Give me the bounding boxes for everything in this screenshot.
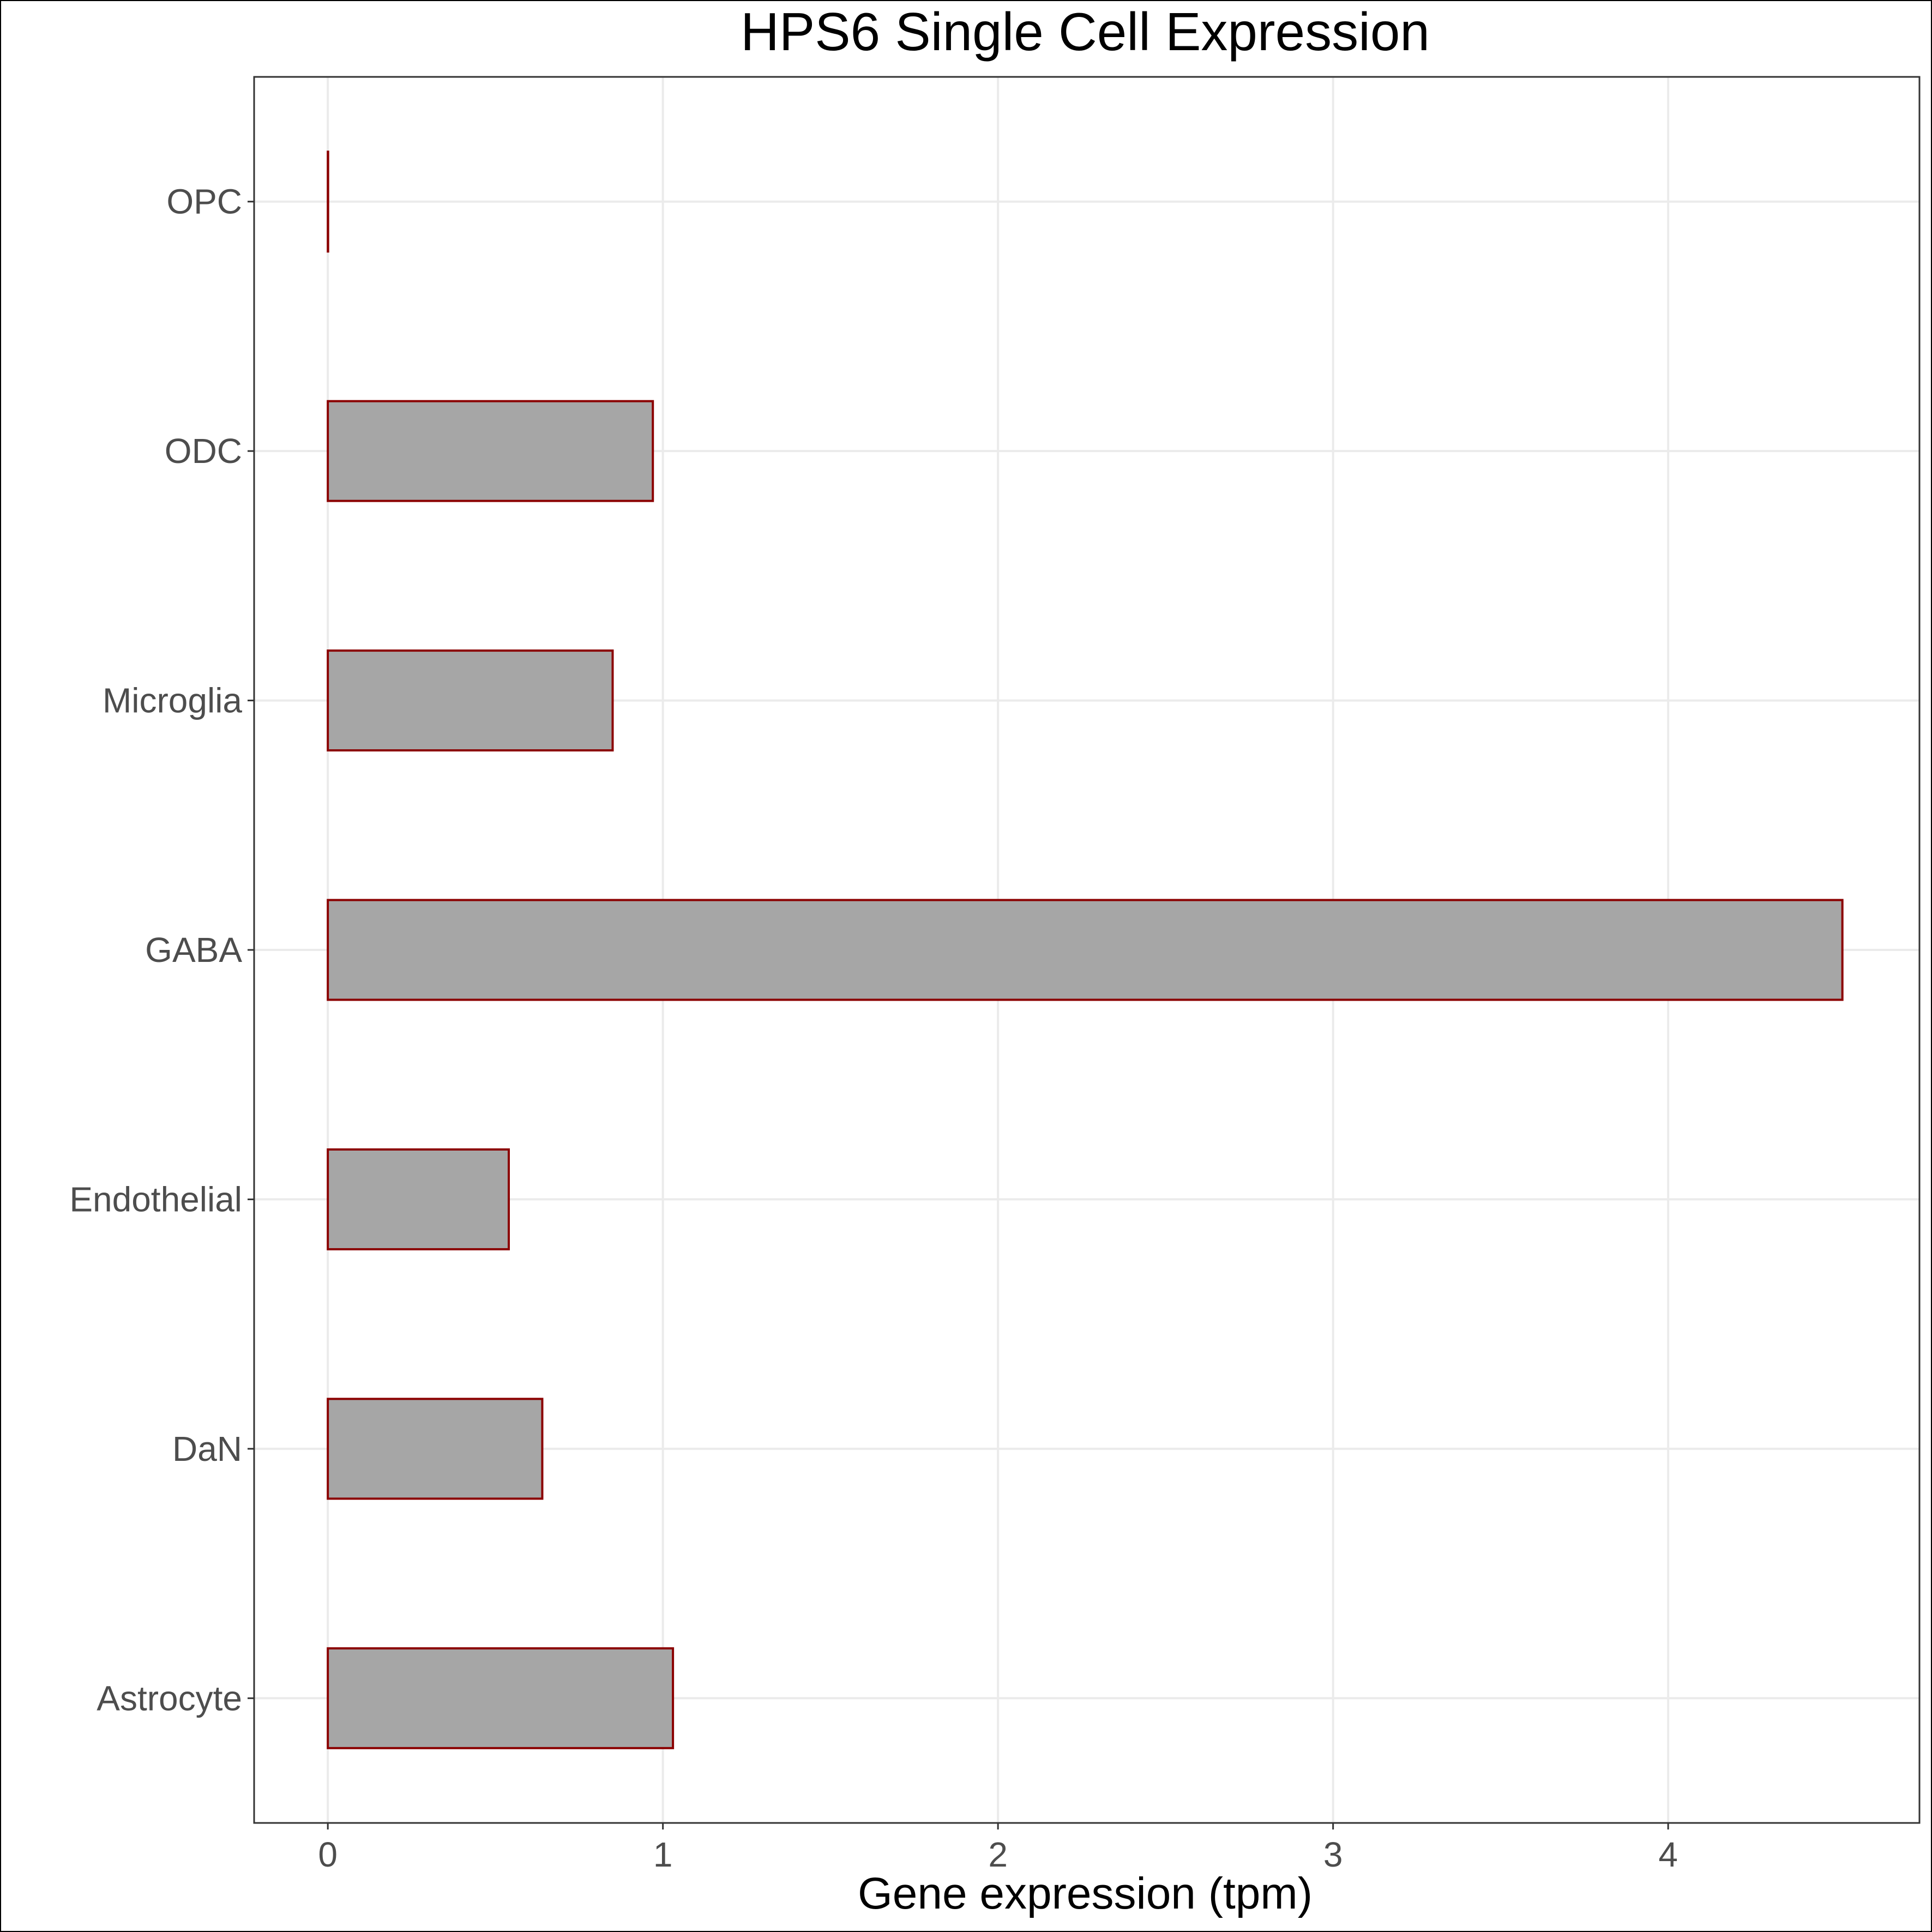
bar-endothelial <box>327 1148 510 1250</box>
y-tick-label: Astrocyte <box>97 1678 242 1718</box>
bar-gaba <box>327 899 1844 1001</box>
x-tick-label: 3 <box>1323 1835 1343 1874</box>
x-tick-label: 2 <box>988 1835 1008 1874</box>
y-tick-label: DaN <box>172 1429 242 1468</box>
bar-odc <box>327 400 654 502</box>
x-tick-label: 4 <box>1658 1835 1678 1874</box>
y-tick-label: ODC <box>165 431 242 471</box>
x-tick-labels: 0 1 2 3 4 <box>318 1823 1678 1874</box>
y-tick-label: OPC <box>166 182 242 221</box>
bar-microglia <box>327 649 614 752</box>
bar-dan <box>327 1398 544 1500</box>
y-tick-label: GABA <box>145 930 242 970</box>
y-tick-labels: Astrocyte DaN Endothelial GABA Microglia ODC O… <box>69 182 254 1718</box>
bar-astrocyte <box>327 1647 675 1749</box>
y-tick-label: Microglia <box>103 681 242 720</box>
x-tick-label: 0 <box>318 1835 338 1874</box>
bars <box>327 151 1844 1749</box>
chart-title: HPS6 Single Cell Expression <box>741 2 1430 62</box>
x-axis-label: Gene expression (tpm) <box>858 1869 1313 1918</box>
x-tick-label: 1 <box>653 1835 673 1874</box>
y-tick-label: Endothelial <box>69 1179 242 1219</box>
